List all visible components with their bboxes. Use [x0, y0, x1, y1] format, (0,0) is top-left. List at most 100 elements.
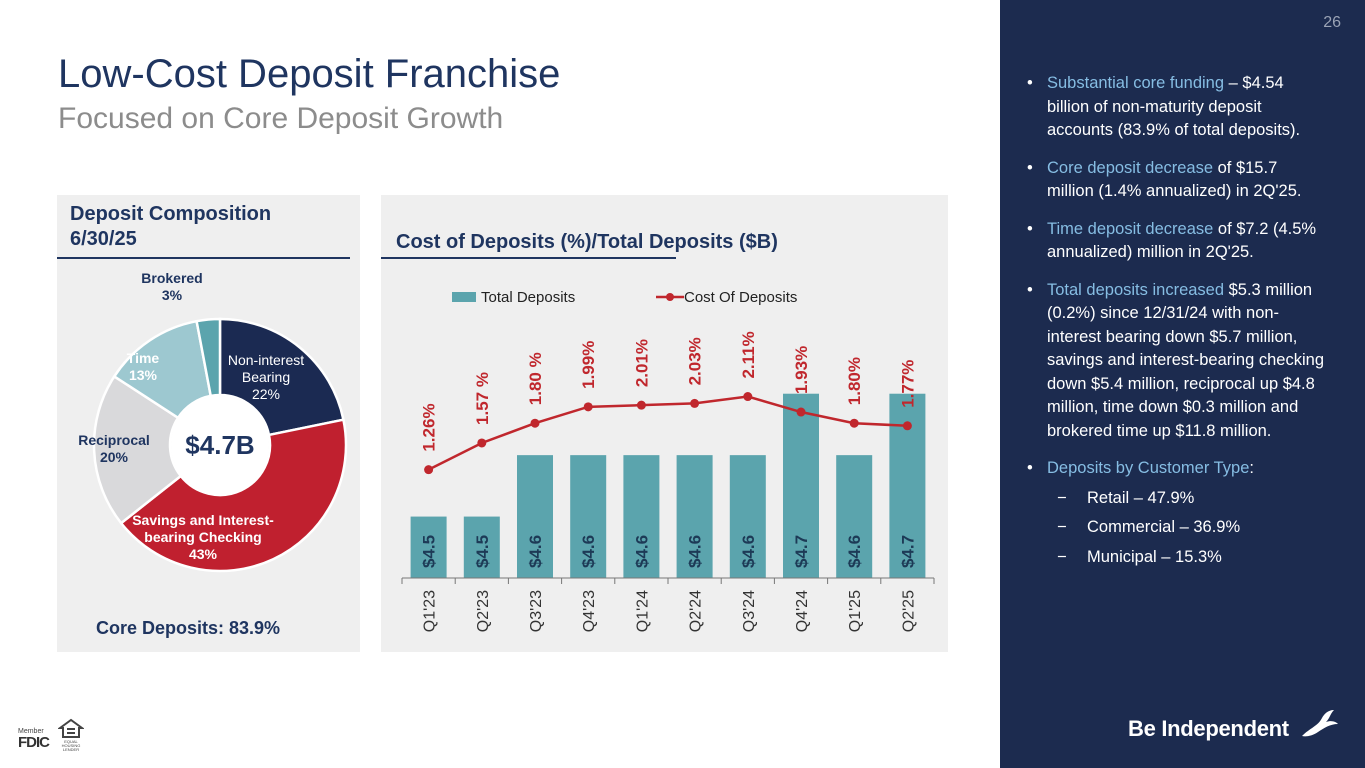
donut-title: Deposit Composition [70, 203, 272, 225]
line-label: 1.99% [579, 341, 598, 389]
line-point [424, 465, 434, 475]
bar [570, 455, 607, 578]
line [428, 395, 908, 471]
slice-name: Non-interest Bearing [227, 352, 305, 385]
bar-label: $4.7 [898, 535, 917, 568]
slice-name: Time [126, 350, 160, 366]
bar [517, 455, 553, 578]
line-label: 2.01% [632, 339, 651, 387]
bullet-text: of $7.2 (4.5% annualized) million in 2Q'… [1047, 219, 1317, 262]
bar [410, 516, 447, 578]
bullet-text: of $15.7 million (1.4% annualized) in 2Q… [1047, 158, 1302, 201]
bullet-lead: Core deposit decrease [1047, 158, 1214, 177]
fdic-member: Member [18, 728, 44, 735]
sub-item: Municipal – 15.3% [1087, 547, 1222, 566]
x-tick-label: Q3'24 [741, 590, 758, 632]
slice-label: Brokered 3% [132, 270, 212, 304]
line-point [796, 407, 806, 417]
sub-item: Commercial – 36.9% [1087, 518, 1241, 536]
line-label: 1.80 % [526, 352, 545, 405]
donut-footnote: Core Deposits: 83.9% [96, 618, 281, 638]
slice-label: Savings and Interest-bearing Checking 43% [123, 512, 283, 563]
slice-name: Reciprocal [78, 432, 150, 448]
bar-label: $4.6 [686, 535, 705, 568]
x-tick-label: Q2'24 [688, 590, 705, 632]
donut-slice [218, 317, 345, 437]
line-label: 1.26% [420, 403, 439, 451]
bullet-lead: Deposits by Customer Type [1047, 459, 1250, 477]
line-point [849, 418, 859, 428]
bullet-text: $5.3 million (0.2%) since 12/31/24 with … [1047, 280, 1324, 440]
donut-subtitle: 6/30/25 [70, 228, 137, 250]
bullet: Core deposit decrease of $15.7 million (… [1027, 157, 1327, 204]
bar [463, 516, 500, 578]
legend-label: Cost Of Deposits [684, 289, 797, 306]
slice-label: Time 13% [113, 350, 173, 384]
bar-label: $4.7 [792, 535, 811, 568]
legend-label: Total Deposits [481, 289, 575, 306]
x-tick-label: Q1'24 [634, 590, 651, 632]
slice-value: 3% [161, 287, 183, 303]
line-label: 1.77% [898, 360, 917, 408]
bullet-lead: Substantial core funding [1047, 74, 1225, 92]
rule [57, 257, 350, 259]
bar-title: Cost of Deposits (%)/Total Deposits ($B) [396, 231, 778, 253]
sub-list: Retail – 47.9% [1047, 487, 1327, 511]
line-point [743, 392, 753, 402]
donut-slice [92, 374, 183, 525]
donut-header: Deposit Composition 6/30/25 [70, 202, 271, 252]
housing-text: EQUAL HOUSING LENDER [61, 739, 81, 752]
house-bar [67, 728, 75, 730]
bullet-list: Substantial core funding – $4.54 billion… [1027, 72, 1327, 583]
line-point [583, 402, 593, 412]
house [58, 718, 84, 738]
bar-label: $4.6 [579, 535, 598, 568]
bar [783, 393, 819, 578]
line-label: 1.93% [792, 346, 811, 394]
rule [381, 257, 676, 259]
brand-icon [1302, 710, 1338, 737]
line-label: 2.11% [739, 331, 758, 378]
slice-value: 22% [251, 386, 281, 402]
bar [836, 455, 873, 578]
page-number: 26 [1323, 14, 1341, 31]
line-point [690, 398, 700, 408]
x-tick-label: Q4'24 [794, 590, 811, 632]
slice-label: Reciprocal 20% [69, 432, 159, 466]
bullet-lead: Total deposits increased [1047, 280, 1225, 299]
bar-label: $4.6 [632, 535, 651, 568]
slice-value: 43% [188, 546, 218, 562]
slide-title: Low-Cost Deposit Franchise [58, 52, 561, 96]
sub-list: Municipal – 15.3% [1047, 546, 1327, 570]
line-point [530, 418, 540, 428]
bar [676, 455, 713, 578]
bullet: Time deposit decrease of $7.2 (4.5% annu… [1027, 218, 1327, 265]
bullet: Total deposits increased $5.3 million (0… [1027, 279, 1327, 444]
bird [1302, 710, 1338, 737]
housing-icon [58, 718, 84, 738]
legend-dot [666, 293, 674, 301]
brand: Be Independent [1128, 716, 1289, 741]
slice-label: Non-interest Bearing 22% [216, 352, 316, 403]
sub-item: Retail – 47.9% [1087, 488, 1195, 507]
donut-hole [171, 396, 269, 494]
bullet: Deposits by Customer Type: Retail – 47.9… [1027, 457, 1327, 569]
x-tick-label: Q2'23 [475, 590, 492, 632]
line-point [636, 400, 646, 410]
slide-subtitle: Focused on Core Deposit Growth [58, 102, 504, 135]
slice-value: 13% [128, 367, 158, 383]
x-tick-label: Q3'23 [528, 590, 545, 632]
house-bar [67, 732, 75, 734]
fdic-logo: FDIC [18, 734, 50, 751]
bar [623, 455, 660, 578]
x-tick-label: Q2'25 [900, 590, 917, 632]
slice-value: 20% [99, 449, 129, 465]
donut-slice [195, 317, 222, 398]
donut-center: $4.7B [185, 430, 254, 460]
legend-swatch [452, 292, 476, 302]
slice-name: Brokered [141, 270, 203, 286]
bar-label: $4.6 [526, 535, 545, 568]
bar-label: $4.5 [473, 535, 492, 568]
bullet-text: : [1249, 459, 1254, 477]
